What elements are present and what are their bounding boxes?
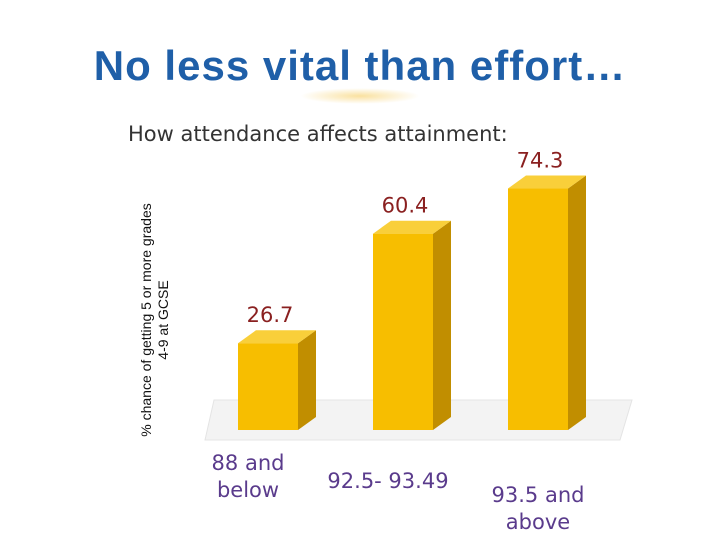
bar-front [373,233,433,430]
title-underline-decoration [300,88,420,104]
bar-top [238,330,316,344]
bar-front [238,343,298,430]
value-label: 60.4 [382,194,429,218]
category-label: 93.5 and above [492,483,585,534]
slide-title: No less vital than effort… [93,42,627,89]
bar-side [433,220,451,430]
bar-2 [373,220,451,430]
bar-side [568,175,586,430]
value-label: 74.3 [517,149,564,173]
category-label: 88 and below [212,451,285,502]
bar-side [298,330,316,430]
bar-top [373,220,451,234]
bar-top [508,175,586,189]
bar-front [508,188,568,430]
category-label: 92.5- 93.49 [327,469,448,493]
bar-1 [238,330,316,430]
bar-3 [508,175,586,430]
value-label: 26.7 [247,303,294,327]
chart-title: How attendance affects attainment: [128,122,508,146]
